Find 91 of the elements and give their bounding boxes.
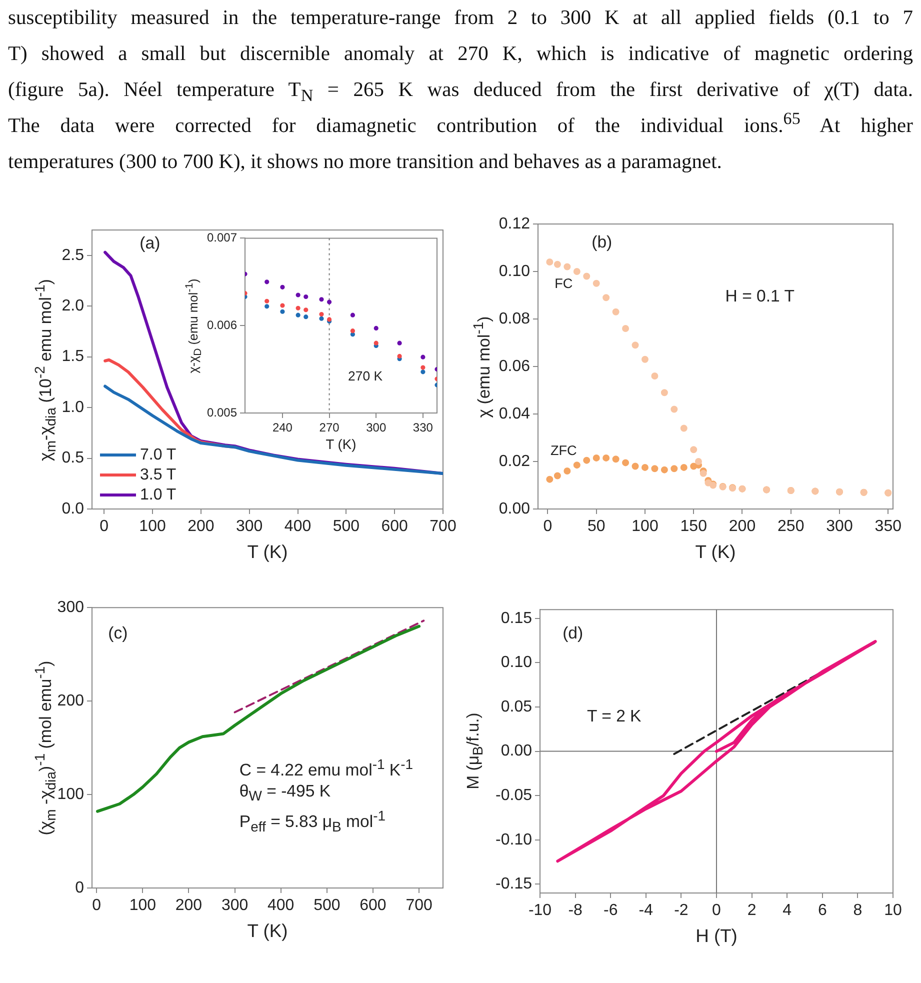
text: T) showed a small but discernible anomaly at 270 K, which is indicative of magnetic ordering — [8, 42, 913, 67]
x-tick-label: 200 — [188, 518, 214, 536]
y-tick-label: 0.007 — [206, 230, 238, 245]
legend-label: 7.0 T — [140, 446, 176, 464]
x-axis-title: T (K) — [695, 540, 736, 562]
legend-label: 3.5 T — [140, 466, 176, 484]
y-tick-label: 300 — [57, 599, 84, 616]
x-tick-label: 200 — [728, 518, 756, 536]
x-tick-label: 6 — [818, 902, 827, 920]
y-tick-label: 2.0 — [62, 297, 84, 314]
x-tick-label: 700 — [430, 518, 456, 536]
y-tick-label: 1.0 — [62, 398, 84, 416]
x-tick-label: 0 — [100, 518, 109, 536]
annotation: C = 4.22 emu mol$^{-1}$ K$^{-1}$ — [239, 756, 414, 780]
x-tick-label: 100 — [632, 518, 658, 536]
y-tick-label: -0.15 — [496, 876, 532, 893]
x-tick-label: 4 — [782, 902, 792, 920]
y-tick-label: 2.5 — [62, 246, 84, 264]
x-tick-label: 10 — [884, 902, 902, 920]
annotation: (d) — [562, 624, 584, 643]
y-tick-label: 0.006 — [206, 318, 238, 332]
x-tick-label: 100 — [129, 897, 156, 914]
x-tick-label: 300 — [366, 420, 386, 435]
x-tick-label: 500 — [314, 897, 340, 914]
x-axis-title: H (T) — [696, 924, 738, 946]
x-tick-label: 8 — [853, 902, 862, 920]
y-tick-label: 0.02 — [498, 452, 530, 470]
y-tick-label: 0.00 — [498, 500, 530, 518]
ref-line-label: 270 K — [348, 368, 383, 384]
x-tick-label: -6 — [603, 902, 618, 920]
x-tick-label: 330 — [412, 420, 434, 435]
text: temperatures (300 to 700 K), it shows no more transition and behaves as a paramagnet. — [8, 150, 723, 175]
x-tick-label: -2 — [674, 902, 688, 920]
annotation: P$_{eff}$ = 5.83 μ$_{B}$ mol$^{-1}$ — [239, 807, 386, 834]
x-tick-label: 2 — [747, 902, 756, 920]
y-tick-label: 200 — [57, 692, 84, 710]
x-tick-label: 300 — [221, 897, 248, 914]
annotation: θ$_{W}$ = -495 K — [239, 780, 331, 804]
y-tick-label: -0.10 — [496, 831, 532, 848]
x-tick-label: -10 — [528, 902, 552, 920]
y-tick-label: 0.5 — [62, 450, 84, 467]
annotation: (a) — [140, 234, 160, 253]
y-tick-label: 0.05 — [500, 698, 532, 716]
x-tick-label: 0 — [92, 897, 102, 914]
annotation: (b) — [592, 232, 612, 252]
text: susceptibility measured in the temperature-range from 2 to 300 K at all applied fields (0.1 to 7 — [8, 6, 913, 31]
y-tick-label: 0.005 — [206, 405, 238, 420]
text: (figure 5a). Néel temperature T$_{N}$ = 265 K was deduced from the first derivative of χ(T) data. — [8, 78, 913, 108]
x-axis-title: T (K) — [326, 437, 356, 452]
x-tick-label: 500 — [332, 518, 360, 536]
y-tick-label: 0.00 — [500, 742, 532, 760]
x-axis-title: T (K) — [247, 540, 288, 562]
x-tick-label: -4 — [638, 902, 654, 920]
y-tick-label: 0 — [75, 879, 84, 896]
x-tick-label: 600 — [381, 518, 408, 536]
y-tick-label: 0.10 — [500, 654, 532, 672]
x-tick-label: 600 — [360, 897, 386, 914]
x-tick-label: 0 — [543, 518, 552, 536]
legend-label: 1.0 T — [140, 486, 176, 504]
series-label: ZFC — [550, 444, 577, 459]
x-tick-label: 150 — [680, 518, 708, 536]
x-tick-label: 300 — [236, 518, 263, 536]
x-tick-label: 50 — [587, 518, 606, 536]
x-tick-label: 200 — [175, 897, 202, 914]
y-tick-label: 0.06 — [498, 358, 530, 375]
annotation: H = 0.1 T — [725, 286, 794, 306]
x-tick-label: 270 — [319, 420, 340, 435]
x-tick-label: 400 — [284, 518, 312, 536]
y-tick-label: 1.5 — [62, 348, 84, 366]
series-label: FC — [554, 276, 573, 292]
x-tick-label: -8 — [568, 902, 583, 920]
x-tick-label: 250 — [778, 518, 804, 536]
x-axis-title: T (K) — [247, 920, 288, 941]
x-tick-label: 400 — [268, 897, 294, 914]
y-tick-label: 0.08 — [498, 310, 530, 328]
annotation: T = 2 K — [586, 706, 642, 726]
annotation: (c) — [108, 624, 128, 643]
text: The data were corrected for diamagnetic contribution of the individual ions.$^{65}$ At higher — [8, 108, 913, 139]
x-tick-label: 100 — [139, 518, 166, 536]
x-tick-label: 350 — [874, 518, 902, 536]
y-tick-label: 0.12 — [498, 215, 530, 232]
y-tick-label: -0.05 — [496, 786, 532, 804]
y-tick-label: 0.15 — [500, 610, 532, 627]
y-tick-label: 0.0 — [62, 500, 84, 518]
y-tick-label: 0.10 — [498, 262, 530, 280]
x-tick-label: 240 — [272, 420, 293, 435]
y-tick-label: 100 — [57, 786, 84, 803]
x-tick-label: 700 — [406, 897, 432, 914]
y-tick-label: 0.04 — [498, 405, 530, 422]
x-tick-label: 300 — [826, 518, 853, 536]
x-tick-label: 0 — [712, 902, 722, 920]
